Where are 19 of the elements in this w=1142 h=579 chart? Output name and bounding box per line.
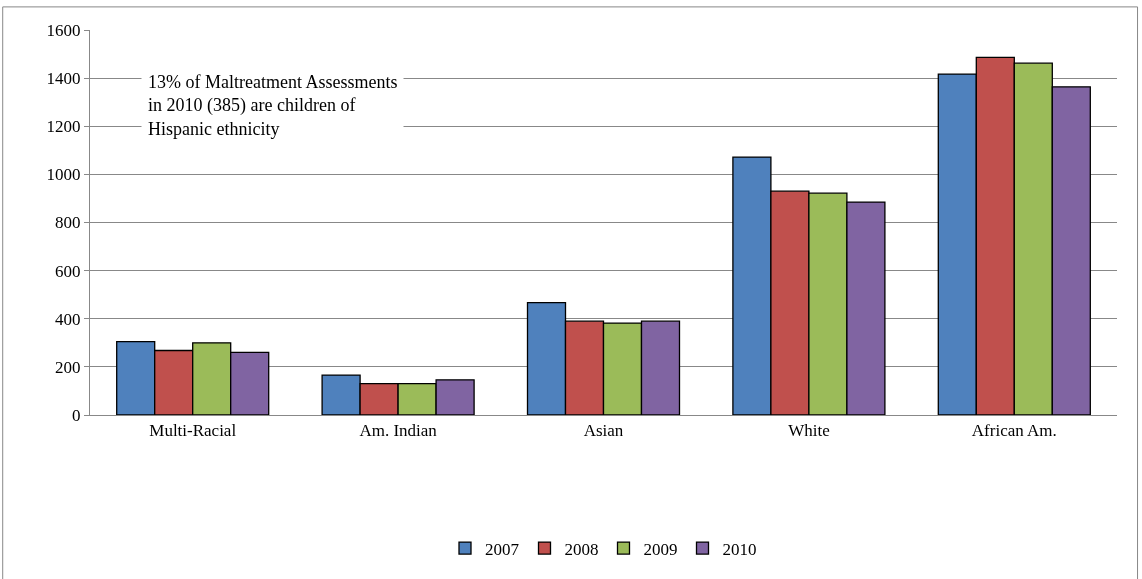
- x-tick-label: African Am.: [971, 421, 1057, 441]
- y-tick-label: 1000: [46, 165, 81, 185]
- y-tick-label: 1400: [46, 69, 81, 89]
- y-tick-label: 400: [55, 309, 81, 329]
- y-tick-label: 800: [55, 213, 81, 233]
- x-tick-label: Asian: [583, 421, 624, 441]
- y-tick-label: 200: [55, 357, 81, 377]
- y-tick-label: 1600: [46, 20, 81, 40]
- legend-label: 2008: [564, 539, 599, 559]
- annotation: 13% of Maltreatment Assessments in 2010 (385) are children of Hispanic ethnicity: [148, 72, 398, 139]
- y-tick-label: 600: [55, 261, 81, 281]
- y-tick-label: 0: [72, 405, 81, 425]
- x-tick-label: Multi-Racial: [149, 421, 237, 441]
- y-tick-label: 1200: [46, 117, 81, 137]
- legend-label: 2009: [643, 539, 678, 559]
- x-tick-label: Am. Indian: [359, 421, 438, 441]
- legend-label: 2010: [722, 539, 757, 559]
- x-tick-label: White: [788, 421, 830, 441]
- legend-label: 2007: [485, 539, 520, 559]
